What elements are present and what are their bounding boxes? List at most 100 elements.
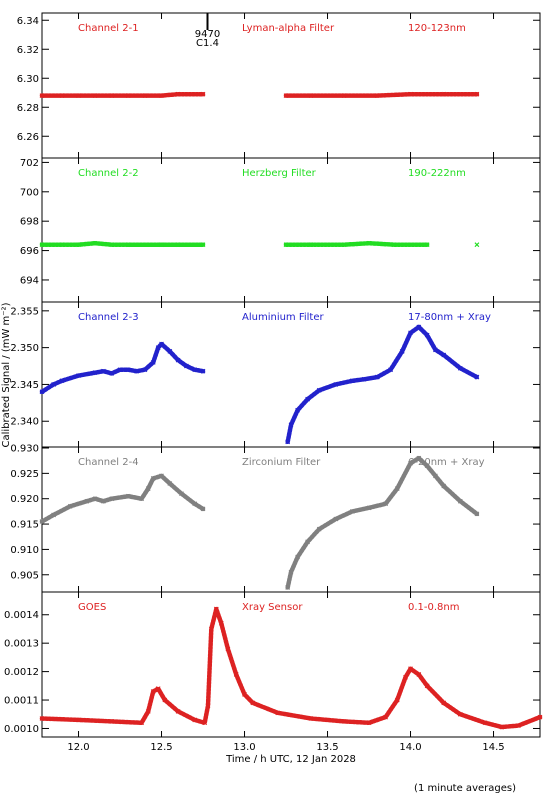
data-point (145, 486, 151, 491)
data-point (218, 620, 224, 626)
y-axis-label: Calibrated Signal / (mW m⁻²) (1, 302, 12, 447)
data-series (39, 324, 480, 445)
data-point (109, 242, 115, 248)
y-tick-label: 0.910 (10, 545, 39, 556)
y-tick-label: 2.350 (10, 343, 39, 354)
x-tick-label: 14.0 (399, 742, 421, 753)
panel-frame (41, 12, 541, 159)
y-tick-label: 0.0011 (4, 696, 39, 707)
data-point (84, 498, 90, 504)
data-point (145, 709, 151, 714)
data-point (175, 709, 181, 714)
data-point (350, 378, 355, 384)
data-point (117, 367, 123, 373)
data-point (341, 242, 347, 248)
data-point (441, 91, 447, 97)
x-tick-label: 12.0 (67, 742, 89, 753)
data-point (76, 93, 81, 99)
y-tick-label: 0.0010 (4, 724, 39, 735)
panel-5: 0.0010 0.0011 0.0012 0.0013 0.0014 GOES Xray S… (4, 591, 543, 738)
data-point (192, 717, 198, 723)
panel-1: 6.26 6.28 6.30 6.32 6.34 Channel 2-1 Lyman-alp… (17, 12, 541, 159)
data-point (441, 483, 447, 489)
data-point (424, 242, 430, 248)
chart-panels: 6.26 6.28 6.30 6.32 6.34 Channel 2-1 Lyman-alp… (4, 12, 543, 738)
data-point (159, 473, 164, 479)
data-point (537, 714, 543, 720)
data-point (399, 348, 405, 354)
data-point (394, 486, 400, 491)
data-point (416, 455, 422, 461)
y-tick-label: 0.920 (10, 494, 39, 505)
data-point (242, 691, 247, 697)
data-point (333, 382, 339, 387)
data-point (333, 516, 339, 522)
data-point (308, 242, 314, 248)
data-point (150, 359, 156, 365)
panel-band-title: 190-222nm (408, 168, 466, 179)
data-point (134, 368, 140, 374)
y-tick-label: 702 (20, 158, 39, 169)
data-point (51, 512, 57, 518)
panel-filter-title: Zirconium Filter (242, 457, 321, 468)
data-point (202, 720, 208, 726)
data-point (39, 519, 45, 524)
data-point (474, 374, 480, 380)
data-point (167, 481, 173, 486)
data-point (39, 389, 45, 395)
data-point (92, 370, 98, 376)
data-point (67, 503, 73, 509)
panel-channel-title: Channel 2-4 (78, 457, 139, 468)
data-point (474, 91, 480, 97)
data-point (394, 697, 400, 703)
data-point (316, 387, 322, 393)
y-tick-label: 0.0013 (4, 639, 39, 650)
data-point (109, 93, 115, 99)
data-point (457, 365, 463, 371)
data-point (408, 330, 413, 336)
x-tick-label: 14.5 (482, 742, 504, 753)
data-point (139, 720, 144, 726)
data-point (76, 242, 81, 248)
data-point (200, 242, 206, 248)
data-point (361, 376, 367, 382)
panel-2: 694 696 698 700 702 Channel 2-2 Herzberg Filte… (20, 157, 541, 303)
data-point (341, 93, 347, 99)
panel-channel-title: Channel 2-3 (78, 312, 139, 323)
panel-filter-title: Aluminium Filter (242, 312, 325, 323)
panel-band-title: 17-80nm + Xray (408, 312, 491, 323)
data-point (433, 473, 438, 479)
data-point (457, 498, 463, 504)
data-point (308, 93, 314, 99)
panel-frame (41, 157, 541, 303)
y-tick-label: 6.32 (17, 45, 39, 56)
data-point (175, 242, 181, 248)
data-point (424, 332, 430, 338)
y-tick-label: 6.28 (17, 103, 39, 114)
data-point (39, 716, 45, 721)
y-tick-label: 2.345 (10, 380, 39, 391)
panel-filter-title: Lyman-alpha Filter (242, 23, 335, 34)
data-point (76, 373, 81, 378)
x-axis-label: Time / h UTC, 12 Jan 2028 (225, 754, 356, 765)
panel-channel-title: GOES (78, 602, 106, 613)
data-point (416, 672, 422, 677)
data-point (92, 93, 98, 99)
y-tick-label: 700 (20, 187, 39, 198)
y-tick-label: 0.0014 (4, 610, 39, 621)
data-point (233, 672, 239, 677)
data-point (51, 382, 57, 387)
data-point (285, 439, 291, 445)
data-point (175, 357, 181, 363)
data-point (208, 626, 214, 632)
y-tick-label: 0.905 (10, 570, 39, 581)
y-tick-label: 6.34 (17, 16, 39, 27)
data-point (109, 371, 115, 376)
x-tick-label: 13.0 (233, 742, 255, 753)
panel-3: 2.340 2.345 2.350 2.355 Channel 2-3 Aluminium… (10, 301, 541, 448)
data-point (225, 646, 231, 652)
data-series (39, 606, 543, 730)
data-point (474, 511, 480, 517)
data-point (200, 506, 206, 512)
